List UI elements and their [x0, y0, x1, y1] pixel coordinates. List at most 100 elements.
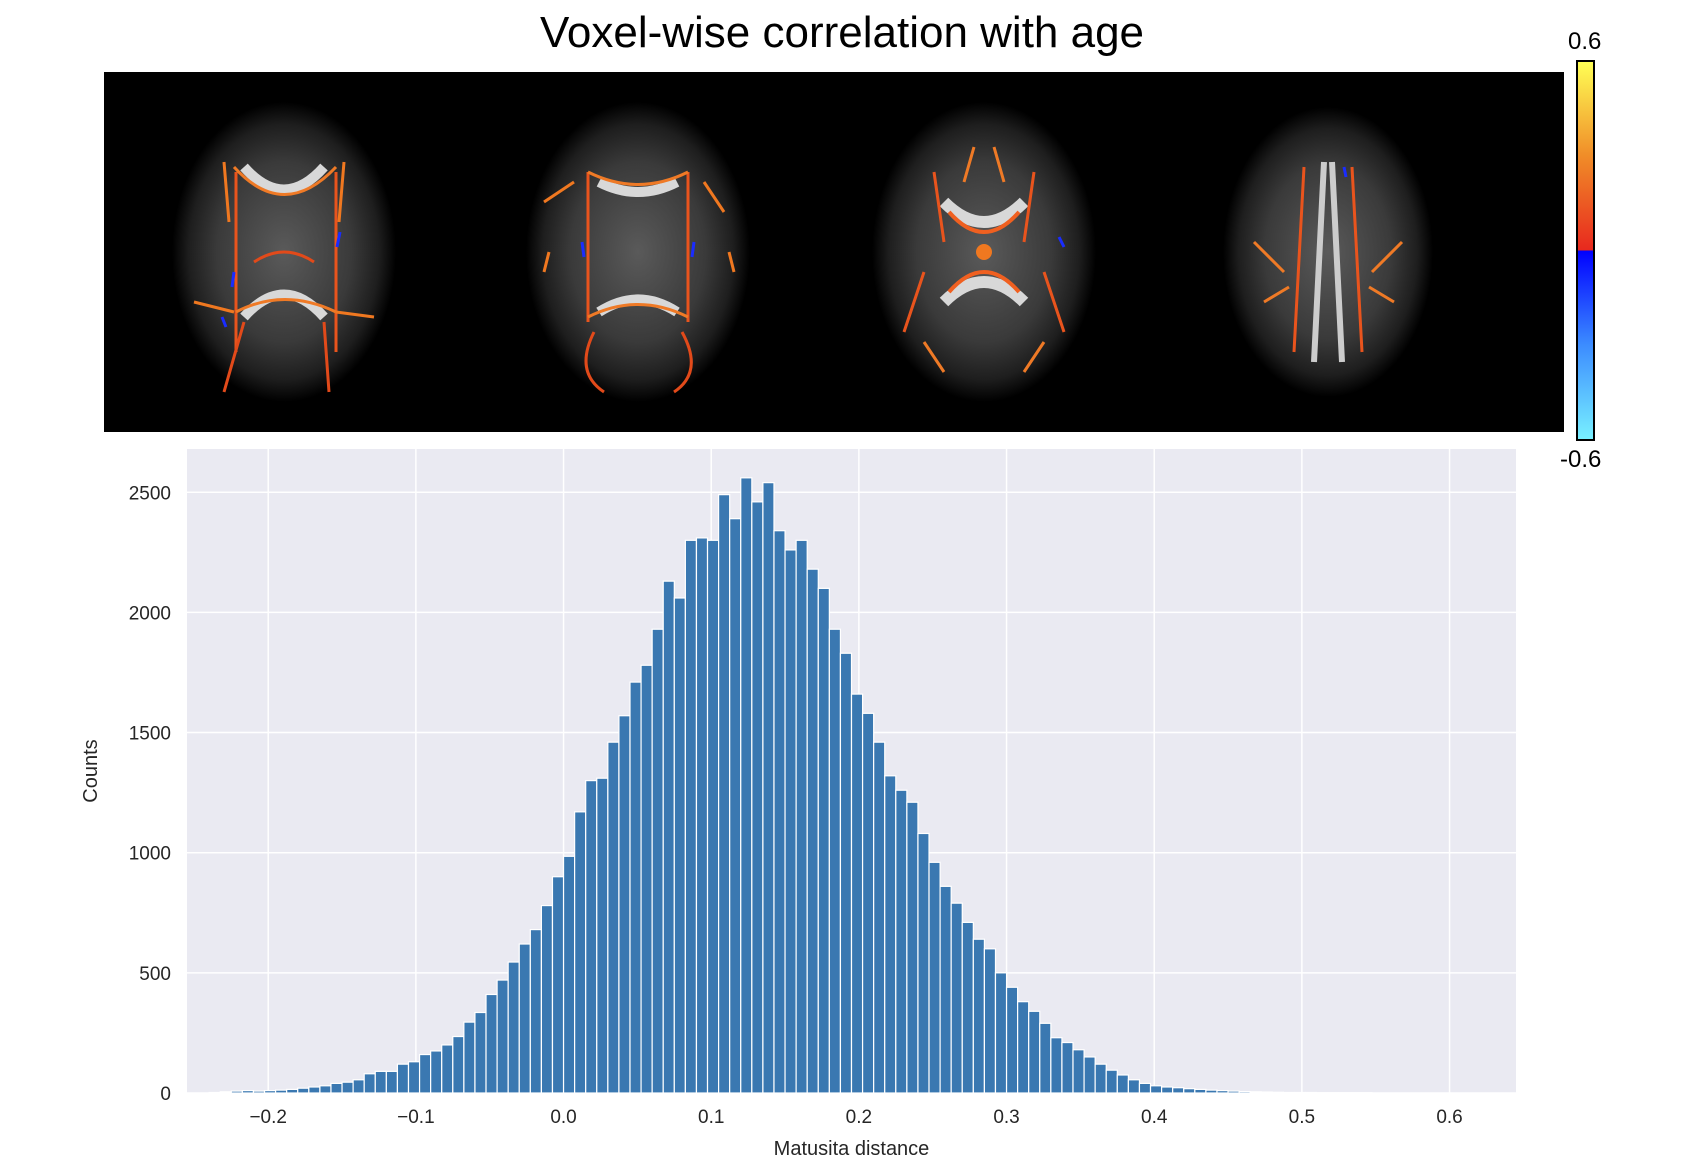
histogram-bar	[219, 1091, 232, 1094]
histogram-bars	[208, 477, 1373, 1094]
y-axis-label: Counts	[80, 739, 102, 802]
histogram-bar	[1028, 1010, 1041, 1094]
histogram-bar	[607, 741, 620, 1094]
histogram-bar	[1138, 1082, 1152, 1094]
histogram-bar	[540, 904, 554, 1094]
histogram-bar	[1105, 1069, 1118, 1094]
histogram-bar	[928, 861, 941, 1094]
x-tick-label: −0.1	[397, 1107, 435, 1128]
histogram-bar	[706, 539, 720, 1094]
histogram-bar	[1017, 1001, 1030, 1094]
histogram-bar	[1238, 1090, 1251, 1094]
histogram-bar	[452, 1035, 465, 1094]
histogram-bar	[850, 693, 864, 1094]
histogram-bar	[1249, 1091, 1262, 1094]
histogram-bar	[529, 928, 543, 1094]
histogram-bar	[651, 628, 664, 1094]
histogram-bar	[1160, 1086, 1174, 1094]
histogram-bar	[352, 1079, 365, 1094]
histogram-bar	[1194, 1088, 1207, 1094]
histogram-bar	[895, 789, 908, 1094]
histogram-bar	[751, 501, 764, 1094]
histogram-bar	[762, 482, 775, 1094]
x-axis-ticks: −0.2 −0.1 0.0 0.1 0.2 0.3 0.4 0.5 0.6	[249, 1107, 1462, 1128]
page-title: Voxel-wise correlation with age	[539, 8, 1145, 57]
histogram-bar	[939, 885, 952, 1094]
histogram-bar	[673, 597, 686, 1094]
histogram-bar	[551, 876, 565, 1094]
x-tick-label: 0.0	[550, 1107, 576, 1128]
histogram-bar	[1094, 1063, 1107, 1094]
histogram-bar	[773, 530, 786, 1094]
histogram-bar	[507, 961, 520, 1094]
histogram-bar	[297, 1087, 310, 1094]
y-tick-label: 500	[139, 964, 171, 985]
colorbar-max-label: 0.6	[1568, 28, 1602, 55]
histogram-bar	[230, 1090, 243, 1094]
histogram-bar	[485, 993, 498, 1094]
histogram-bar	[784, 549, 797, 1094]
histogram-bar	[1205, 1089, 1218, 1094]
histogram-bar	[1227, 1090, 1240, 1094]
x-tick-label: 0.1	[698, 1107, 724, 1128]
histogram-bar	[496, 979, 509, 1094]
histogram-bar	[474, 1011, 487, 1094]
histogram-bar	[684, 539, 698, 1094]
histogram-bar	[1149, 1085, 1163, 1094]
brain-slice-1	[172, 102, 396, 402]
brain-slice-4	[1223, 107, 1433, 397]
histogram-bar	[662, 580, 675, 1094]
x-tick-label: 0.3	[993, 1107, 1019, 1128]
histogram-bar	[917, 832, 930, 1094]
histogram-bar	[884, 775, 897, 1094]
histogram-bar	[618, 715, 631, 1094]
histogram-bar	[717, 494, 731, 1094]
histogram-bar	[961, 921, 974, 1094]
histogram-bar	[330, 1082, 343, 1094]
x-axis-label: Matusita distance	[774, 1138, 930, 1160]
histogram-bar	[1172, 1087, 1185, 1094]
histogram-bar	[873, 741, 886, 1094]
histogram-bar	[308, 1086, 321, 1094]
histogram-bar	[441, 1044, 454, 1094]
histogram-bar	[374, 1070, 387, 1094]
histogram-bar	[906, 801, 919, 1094]
brain-slices-panel	[104, 72, 1564, 432]
histogram-bar	[950, 902, 963, 1094]
histogram-bar	[562, 855, 576, 1094]
y-tick-label: 1000	[129, 844, 171, 865]
y-tick-label: 2500	[129, 483, 171, 504]
histogram-bar	[1050, 1037, 1063, 1094]
histogram-bar	[1216, 1089, 1229, 1094]
histogram-bar	[1271, 1091, 1285, 1094]
brain-slice-2	[526, 102, 750, 402]
histogram-bar	[286, 1088, 299, 1094]
y-tick-label: 0	[160, 1084, 171, 1105]
histogram-bar	[574, 811, 587, 1094]
histogram-bar	[695, 537, 709, 1094]
histogram-bar	[1039, 1022, 1052, 1094]
histogram-bar	[463, 1021, 476, 1094]
y-tick-label: 1500	[129, 724, 171, 745]
histogram-bar	[828, 628, 842, 1094]
colorbar-min-label: -0.6	[1560, 446, 1602, 473]
histogram-bar	[241, 1089, 255, 1094]
histogram-bar	[418, 1053, 432, 1094]
histogram-bar	[994, 972, 1008, 1094]
histogram-bar	[341, 1081, 354, 1094]
x-tick-label: 0.2	[846, 1107, 872, 1128]
y-tick-label: 2000	[129, 603, 171, 624]
histogram-bar	[806, 568, 819, 1094]
histogram-bar	[839, 652, 853, 1094]
histogram-bar	[518, 943, 531, 1094]
histogram-bar	[972, 938, 986, 1094]
histogram-bar	[1183, 1088, 1196, 1094]
histogram-bar	[275, 1089, 288, 1094]
histogram-bar	[263, 1089, 277, 1094]
histogram-bar	[817, 587, 830, 1094]
histogram-bar	[407, 1061, 421, 1094]
histogram-bar	[629, 681, 642, 1094]
histogram-bar	[1005, 986, 1019, 1094]
histogram-bar	[585, 780, 598, 1094]
